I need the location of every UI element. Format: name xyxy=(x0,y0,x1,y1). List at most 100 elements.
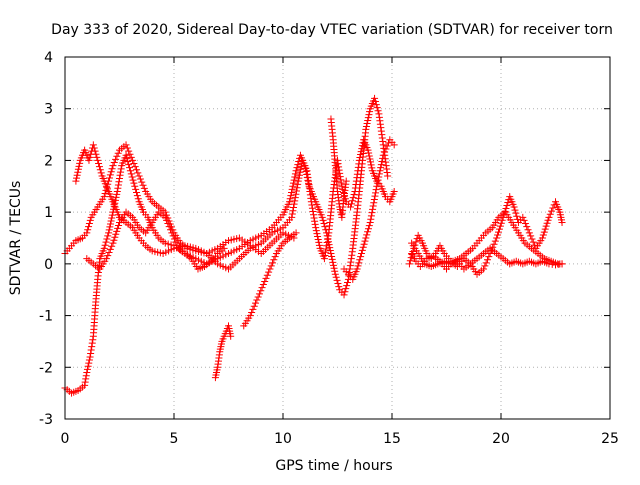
data-point xyxy=(106,245,114,253)
data-point xyxy=(116,171,124,179)
data-point xyxy=(356,153,364,161)
data-point xyxy=(96,166,104,174)
data-point xyxy=(482,259,490,267)
data-point xyxy=(511,206,519,214)
data-point xyxy=(90,144,98,152)
data-point xyxy=(105,248,113,256)
data-point xyxy=(108,211,116,219)
data-point xyxy=(323,242,331,250)
data-point xyxy=(84,362,92,370)
data-point xyxy=(324,232,332,240)
data-point xyxy=(172,238,180,246)
data-point xyxy=(366,218,374,226)
data-point xyxy=(161,239,169,247)
data-point xyxy=(115,178,123,186)
data-point xyxy=(105,174,113,182)
data-point xyxy=(328,255,336,263)
data-point xyxy=(314,233,322,241)
data-point xyxy=(504,199,512,207)
data-point xyxy=(494,231,502,239)
data-point xyxy=(362,234,370,242)
data-point xyxy=(294,177,302,185)
data-point xyxy=(356,256,364,264)
y-tick-label: 4 xyxy=(44,50,53,66)
data-point xyxy=(131,163,139,171)
data-point xyxy=(86,153,94,161)
data-point xyxy=(538,234,546,242)
x-axis-title: GPS time / hours xyxy=(275,458,392,474)
data-point xyxy=(289,182,297,190)
data-point xyxy=(134,195,142,203)
data-point xyxy=(366,155,374,163)
data-point xyxy=(271,253,279,261)
data-point xyxy=(543,219,551,227)
data-point xyxy=(310,214,318,222)
data-point xyxy=(311,220,319,228)
data-point xyxy=(524,226,532,234)
ticks-layer: 0 5 10 15 20 25 -3 -2 -1 0 1 2 3 4 xyxy=(39,50,619,447)
data-point xyxy=(541,225,549,233)
data-point xyxy=(381,148,389,156)
data-point xyxy=(106,220,114,228)
data-point xyxy=(331,267,339,275)
data-point xyxy=(520,216,528,224)
data-point xyxy=(318,213,326,221)
y-tick-label: -1 xyxy=(39,309,53,325)
data-point xyxy=(113,227,121,235)
data-point xyxy=(89,141,97,149)
data-point xyxy=(483,256,491,264)
data-point xyxy=(531,241,539,249)
data-point xyxy=(340,291,348,299)
data-point xyxy=(82,372,90,380)
data-point xyxy=(338,182,346,190)
data-point xyxy=(521,220,529,228)
data-point xyxy=(136,175,144,183)
data-point xyxy=(91,147,99,155)
data-point xyxy=(133,166,141,174)
data-point xyxy=(366,108,374,116)
data-point xyxy=(514,215,522,223)
data-point xyxy=(97,169,105,177)
data-point xyxy=(390,141,398,149)
data-point xyxy=(164,240,172,248)
data-point xyxy=(86,216,94,224)
data-point xyxy=(292,167,300,175)
data-point xyxy=(87,346,95,354)
data-point xyxy=(133,192,141,200)
data-point xyxy=(258,284,266,292)
y-tick-label: 1 xyxy=(44,205,53,221)
data-point xyxy=(544,216,552,224)
data-point xyxy=(85,359,93,367)
data-point xyxy=(358,246,366,254)
data-point xyxy=(364,225,372,233)
data-point xyxy=(291,173,299,181)
data-point xyxy=(372,101,380,109)
data-point xyxy=(309,207,317,215)
data-point xyxy=(84,226,92,234)
x-tick-label: 25 xyxy=(601,431,619,447)
data-point xyxy=(513,212,521,220)
data-point xyxy=(165,223,173,231)
data-point xyxy=(375,173,383,181)
data-point xyxy=(379,154,387,162)
data-point xyxy=(286,198,294,206)
data-point xyxy=(328,252,336,260)
data-point xyxy=(321,223,329,231)
data-point xyxy=(266,265,274,273)
data-point xyxy=(112,155,120,163)
data-point xyxy=(320,255,328,263)
data-point xyxy=(262,274,270,282)
x-tick-label: 15 xyxy=(383,431,401,447)
data-point xyxy=(372,186,380,194)
data-point xyxy=(288,213,296,221)
data-point xyxy=(525,229,533,237)
data-point xyxy=(307,198,315,206)
data-point xyxy=(113,190,121,198)
data-point xyxy=(111,233,119,241)
data-point xyxy=(112,230,120,238)
data-point xyxy=(85,156,93,164)
data-point xyxy=(140,184,148,192)
data-point xyxy=(549,204,557,212)
data-point xyxy=(81,381,89,389)
data-point xyxy=(134,169,142,177)
